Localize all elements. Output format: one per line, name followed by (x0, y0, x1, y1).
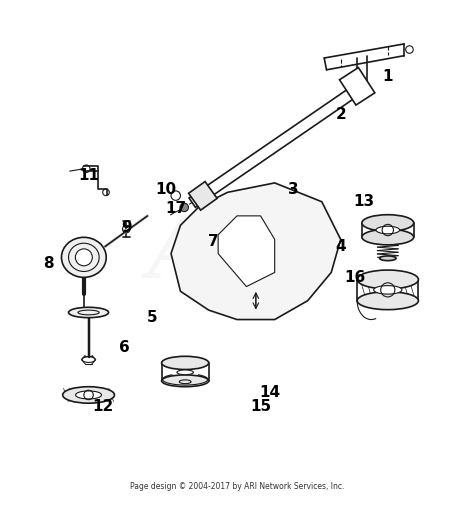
Ellipse shape (380, 256, 396, 261)
Ellipse shape (362, 215, 414, 231)
Circle shape (180, 203, 189, 211)
Ellipse shape (63, 387, 115, 403)
Text: 8: 8 (43, 256, 54, 270)
Ellipse shape (376, 226, 400, 234)
Circle shape (75, 249, 92, 266)
Ellipse shape (76, 391, 101, 399)
Text: 16: 16 (344, 270, 365, 285)
Ellipse shape (62, 237, 106, 277)
Text: 9: 9 (121, 220, 132, 235)
Text: 1: 1 (383, 69, 393, 84)
Ellipse shape (69, 307, 109, 318)
Ellipse shape (357, 270, 419, 289)
Ellipse shape (362, 229, 414, 245)
Text: 11: 11 (78, 168, 99, 184)
Ellipse shape (374, 286, 402, 294)
Text: ARI: ARI (147, 212, 327, 295)
Text: 17: 17 (165, 201, 186, 216)
Ellipse shape (177, 370, 193, 375)
Polygon shape (171, 183, 341, 320)
Ellipse shape (357, 292, 419, 310)
Text: 12: 12 (92, 399, 113, 414)
Polygon shape (189, 181, 217, 210)
Polygon shape (189, 82, 365, 207)
Text: 15: 15 (250, 399, 271, 414)
Ellipse shape (162, 375, 209, 387)
Text: 13: 13 (354, 194, 375, 209)
Text: 7: 7 (208, 234, 219, 249)
Text: 5: 5 (147, 310, 157, 325)
Text: 2: 2 (335, 107, 346, 122)
Text: 4: 4 (336, 239, 346, 254)
Text: 6: 6 (118, 340, 129, 356)
Text: 3: 3 (288, 183, 299, 197)
Polygon shape (218, 216, 275, 287)
Polygon shape (339, 67, 375, 105)
Text: Page design © 2004-2017 by ARI Network Services, Inc.: Page design © 2004-2017 by ARI Network S… (130, 482, 344, 491)
Ellipse shape (162, 356, 209, 369)
Text: 14: 14 (259, 385, 281, 400)
Text: 10: 10 (156, 183, 177, 197)
